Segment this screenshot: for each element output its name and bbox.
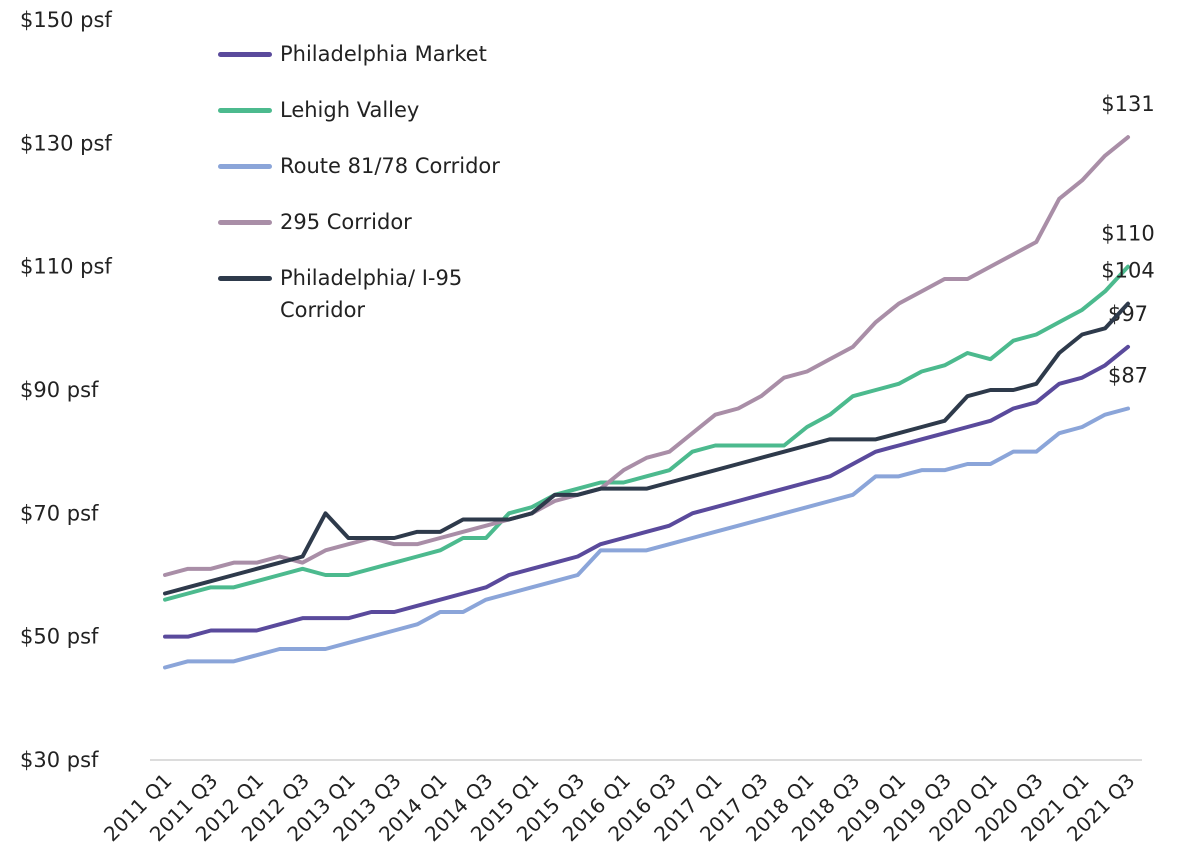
legend-item: Philadelphia/ I-95 Corridor <box>218 262 518 326</box>
legend-label: Route 81/78 Corridor <box>280 154 500 178</box>
legend-item: 295 Corridor <box>218 206 518 238</box>
legend-label: Lehigh Valley <box>280 98 420 122</box>
data-label: $87 <box>1108 364 1148 388</box>
y-tick-label: $90 psf <box>20 378 99 402</box>
y-tick-label: $130 psf <box>20 131 112 155</box>
series-line <box>163 406 1130 670</box>
y-tick-label: $110 psf <box>20 255 112 279</box>
data-label: $131 <box>1101 92 1154 116</box>
series-line <box>163 135 1130 577</box>
series-line <box>163 301 1130 596</box>
legend: Philadelphia Market Lehigh Valley Route 81… <box>218 38 518 350</box>
y-tick-label: $50 psf <box>20 625 99 649</box>
legend-item: Philadelphia Market <box>218 38 518 70</box>
legend-label: Philadelphia/ I-95 Corridor <box>280 266 463 322</box>
series-line <box>163 264 1130 602</box>
data-label: $104 <box>1101 259 1154 283</box>
legend-item: Route 81/78 Corridor <box>218 150 518 182</box>
y-tick-label: $70 psf <box>20 501 99 525</box>
legend-label: 295 Corridor <box>280 210 412 234</box>
legend-swatch <box>218 52 272 57</box>
series-line <box>163 344 1130 639</box>
legend-swatch <box>218 108 272 113</box>
y-tick-label: $30 psf <box>20 748 99 772</box>
data-label: $110 <box>1101 222 1154 246</box>
legend-label: Philadelphia Market <box>280 42 487 66</box>
legend-swatch <box>218 164 272 169</box>
y-tick-label: $150 psf <box>20 8 112 32</box>
legend-swatch <box>218 276 272 281</box>
legend-swatch <box>218 220 272 225</box>
legend-item: Lehigh Valley <box>218 94 518 126</box>
